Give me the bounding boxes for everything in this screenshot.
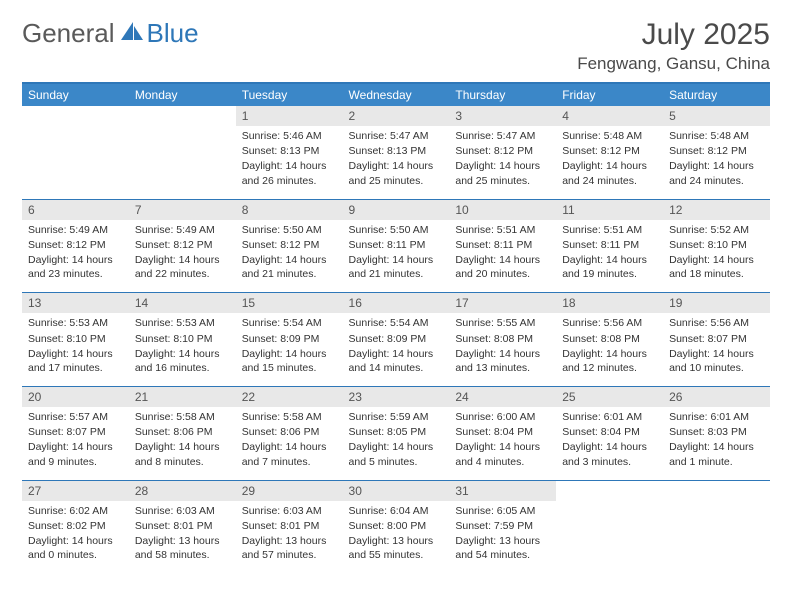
day-detail-cell: Sunrise: 5:51 AMSunset: 8:11 PMDaylight:… (556, 220, 663, 293)
day-number-cell (556, 481, 663, 501)
day-number-cell: 29 (236, 481, 343, 501)
day-number-row: 12345 (22, 106, 770, 126)
day-number-cell: 5 (663, 106, 770, 126)
weekday-header: Monday (129, 83, 236, 106)
day-detail-cell: Sunrise: 6:03 AMSunset: 8:01 PMDaylight:… (236, 501, 343, 574)
calendar-table: SundayMondayTuesdayWednesdayThursdayFrid… (22, 82, 770, 573)
day-detail-cell: Sunrise: 5:52 AMSunset: 8:10 PMDaylight:… (663, 220, 770, 293)
day-number-cell: 21 (129, 387, 236, 407)
day-number-cell: 3 (449, 106, 556, 126)
day-detail-cell (556, 501, 663, 574)
day-number-row: 2728293031 (22, 481, 770, 501)
day-detail-cell: Sunrise: 5:54 AMSunset: 8:09 PMDaylight:… (236, 313, 343, 386)
weekday-header-row: SundayMondayTuesdayWednesdayThursdayFrid… (22, 83, 770, 106)
day-number-cell: 17 (449, 293, 556, 313)
day-number-cell: 31 (449, 481, 556, 501)
day-detail-cell (663, 501, 770, 574)
weekday-header: Saturday (663, 83, 770, 106)
day-number-cell: 13 (22, 293, 129, 313)
day-detail-cell: Sunrise: 5:49 AMSunset: 8:12 PMDaylight:… (22, 220, 129, 293)
day-detail-row: Sunrise: 6:02 AMSunset: 8:02 PMDaylight:… (22, 501, 770, 574)
title-block: July 2025 Fengwang, Gansu, China (577, 18, 770, 74)
day-detail-cell: Sunrise: 5:53 AMSunset: 8:10 PMDaylight:… (129, 313, 236, 386)
logo-text-2: Blue (147, 18, 199, 49)
day-number-cell: 24 (449, 387, 556, 407)
day-number-cell (663, 481, 770, 501)
day-number-row: 20212223242526 (22, 387, 770, 407)
day-number-cell: 25 (556, 387, 663, 407)
day-detail-cell: Sunrise: 5:47 AMSunset: 8:12 PMDaylight:… (449, 126, 556, 199)
day-detail-cell: Sunrise: 6:05 AMSunset: 7:59 PMDaylight:… (449, 501, 556, 574)
header: General Blue July 2025 Fengwang, Gansu, … (22, 18, 770, 74)
day-number-cell: 4 (556, 106, 663, 126)
day-number-cell: 22 (236, 387, 343, 407)
day-detail-row: Sunrise: 5:53 AMSunset: 8:10 PMDaylight:… (22, 313, 770, 386)
day-number-cell: 20 (22, 387, 129, 407)
weekday-header: Friday (556, 83, 663, 106)
day-detail-cell: Sunrise: 5:51 AMSunset: 8:11 PMDaylight:… (449, 220, 556, 293)
day-detail-cell: Sunrise: 5:47 AMSunset: 8:13 PMDaylight:… (343, 126, 450, 199)
day-number-cell: 8 (236, 200, 343, 220)
sail-icon (119, 18, 145, 49)
day-detail-cell: Sunrise: 5:58 AMSunset: 8:06 PMDaylight:… (129, 407, 236, 480)
day-detail-cell (22, 126, 129, 199)
day-detail-cell: Sunrise: 6:01 AMSunset: 8:04 PMDaylight:… (556, 407, 663, 480)
day-detail-cell: Sunrise: 5:48 AMSunset: 8:12 PMDaylight:… (556, 126, 663, 199)
day-detail-row: Sunrise: 5:49 AMSunset: 8:12 PMDaylight:… (22, 220, 770, 293)
day-detail-cell: Sunrise: 5:49 AMSunset: 8:12 PMDaylight:… (129, 220, 236, 293)
day-number-cell: 9 (343, 200, 450, 220)
day-number-cell: 1 (236, 106, 343, 126)
day-detail-cell: Sunrise: 6:00 AMSunset: 8:04 PMDaylight:… (449, 407, 556, 480)
day-number-cell: 7 (129, 200, 236, 220)
day-detail-cell: Sunrise: 5:57 AMSunset: 8:07 PMDaylight:… (22, 407, 129, 480)
day-number-cell: 19 (663, 293, 770, 313)
day-number-cell: 18 (556, 293, 663, 313)
logo: General Blue (22, 18, 199, 49)
day-number-cell: 16 (343, 293, 450, 313)
weekday-header: Thursday (449, 83, 556, 106)
day-number-cell: 11 (556, 200, 663, 220)
day-number-cell: 10 (449, 200, 556, 220)
day-number-cell: 2 (343, 106, 450, 126)
day-number-cell: 14 (129, 293, 236, 313)
day-detail-cell: Sunrise: 5:50 AMSunset: 8:12 PMDaylight:… (236, 220, 343, 293)
day-number-cell: 26 (663, 387, 770, 407)
day-number-cell: 6 (22, 200, 129, 220)
day-number-cell (129, 106, 236, 126)
weekday-header: Wednesday (343, 83, 450, 106)
day-detail-cell: Sunrise: 5:58 AMSunset: 8:06 PMDaylight:… (236, 407, 343, 480)
day-detail-cell: Sunrise: 5:56 AMSunset: 8:08 PMDaylight:… (556, 313, 663, 386)
day-detail-cell: Sunrise: 5:46 AMSunset: 8:13 PMDaylight:… (236, 126, 343, 199)
day-detail-cell: Sunrise: 5:56 AMSunset: 8:07 PMDaylight:… (663, 313, 770, 386)
location: Fengwang, Gansu, China (577, 54, 770, 74)
day-number-cell: 23 (343, 387, 450, 407)
day-detail-cell: Sunrise: 5:48 AMSunset: 8:12 PMDaylight:… (663, 126, 770, 199)
day-number-cell: 12 (663, 200, 770, 220)
day-detail-cell: Sunrise: 5:54 AMSunset: 8:09 PMDaylight:… (343, 313, 450, 386)
day-detail-cell: Sunrise: 6:03 AMSunset: 8:01 PMDaylight:… (129, 501, 236, 574)
day-detail-cell: Sunrise: 5:50 AMSunset: 8:11 PMDaylight:… (343, 220, 450, 293)
day-detail-cell: Sunrise: 5:53 AMSunset: 8:10 PMDaylight:… (22, 313, 129, 386)
day-detail-cell: Sunrise: 6:02 AMSunset: 8:02 PMDaylight:… (22, 501, 129, 574)
day-detail-cell: Sunrise: 5:59 AMSunset: 8:05 PMDaylight:… (343, 407, 450, 480)
day-number-row: 6789101112 (22, 200, 770, 220)
day-detail-cell: Sunrise: 5:55 AMSunset: 8:08 PMDaylight:… (449, 313, 556, 386)
day-detail-cell (129, 126, 236, 199)
day-detail-row: Sunrise: 5:46 AMSunset: 8:13 PMDaylight:… (22, 126, 770, 199)
weekday-header: Tuesday (236, 83, 343, 106)
day-number-cell: 28 (129, 481, 236, 501)
day-number-cell (22, 106, 129, 126)
weekday-header: Sunday (22, 83, 129, 106)
day-number-cell: 30 (343, 481, 450, 501)
logo-text-1: General (22, 18, 115, 49)
day-number-row: 13141516171819 (22, 293, 770, 313)
day-number-cell: 15 (236, 293, 343, 313)
day-detail-cell: Sunrise: 6:01 AMSunset: 8:03 PMDaylight:… (663, 407, 770, 480)
month-title: July 2025 (577, 18, 770, 52)
calendar-body: 12345Sunrise: 5:46 AMSunset: 8:13 PMDayl… (22, 106, 770, 573)
day-detail-cell: Sunrise: 6:04 AMSunset: 8:00 PMDaylight:… (343, 501, 450, 574)
day-number-cell: 27 (22, 481, 129, 501)
day-detail-row: Sunrise: 5:57 AMSunset: 8:07 PMDaylight:… (22, 407, 770, 480)
